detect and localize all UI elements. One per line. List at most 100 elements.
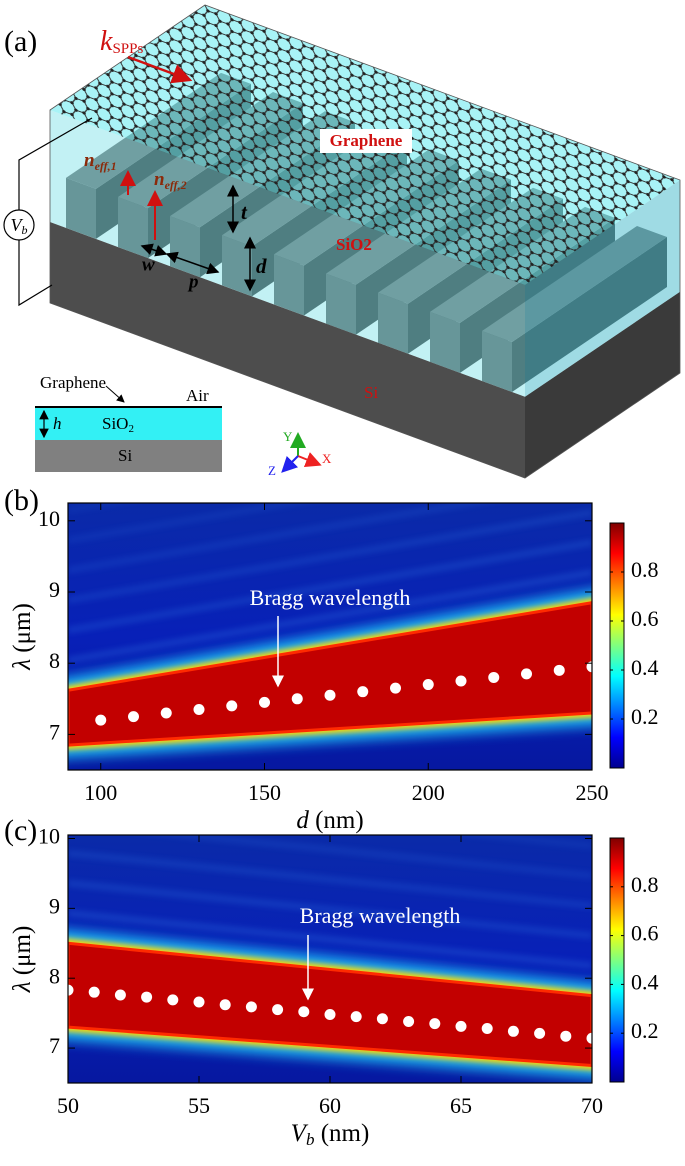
- main: SiO: [102, 414, 128, 433]
- subscript: SPPs: [112, 41, 143, 57]
- tooth-front: [430, 311, 460, 373]
- y-axis-label: λ (μm): [9, 603, 36, 671]
- colorbar-tick-label: 0.2: [631, 1018, 659, 1043]
- symbol: d: [296, 807, 309, 834]
- bragg-point: [350, 1011, 362, 1023]
- colorbar-tick-label: 0.4: [631, 655, 659, 680]
- colorbar-tick-label: 0.2: [631, 704, 659, 729]
- graphene-label: Graphene: [330, 131, 403, 150]
- fringe: [68, 569, 592, 664]
- bragg-point: [357, 686, 369, 698]
- subscript: b: [22, 223, 28, 237]
- fringe: [150, 835, 592, 880]
- bragg-point: [128, 711, 139, 723]
- x-tick-label: 65: [450, 1093, 472, 1118]
- x-tick-label: 60: [319, 1093, 341, 1118]
- bragg-point: [259, 696, 270, 708]
- fringe: [68, 539, 592, 634]
- tooth-front: [66, 177, 96, 239]
- axis-y-label: Y: [283, 429, 293, 444]
- tooth-front: [326, 273, 356, 335]
- neff2-label: neff,2: [154, 169, 187, 191]
- panel-label: (a): [4, 25, 37, 58]
- device-diagram: [49, 4, 681, 479]
- bragg-point: [219, 999, 231, 1011]
- colorbar-tick-label: 0.4: [631, 969, 659, 994]
- annotation: Bragg wavelength: [250, 585, 411, 610]
- bragg-point: [88, 986, 100, 998]
- bragg-point: [586, 1032, 592, 1044]
- tooth-front: [378, 292, 408, 354]
- resonance-band: [68, 941, 592, 1068]
- voltage-label: Vb: [11, 215, 28, 237]
- p-label: p: [187, 271, 199, 292]
- y-tick-label: 7: [49, 719, 60, 744]
- bragg-point: [95, 714, 107, 726]
- fringe: [68, 879, 592, 940]
- bragg-point: [376, 1013, 388, 1025]
- inset-h-label: h: [53, 414, 62, 433]
- y-tick-label: 8: [49, 648, 60, 673]
- y-tick-label: 9: [49, 577, 60, 602]
- bragg-point: [455, 1020, 467, 1032]
- bragg-point: [114, 989, 126, 1001]
- bragg-point: [560, 1030, 572, 1042]
- subscript: eff,1: [95, 159, 117, 173]
- neff1-label: neff,1: [84, 150, 117, 172]
- unit: (μm): [9, 926, 36, 976]
- colorbar-tick-label: 0.8: [631, 872, 659, 897]
- bragg-point: [507, 1025, 519, 1037]
- x-tick-label: 70: [581, 1093, 603, 1118]
- bragg-point: [422, 679, 434, 691]
- fringe: [68, 909, 592, 970]
- bragg-point: [521, 668, 532, 680]
- inset-air-label: Air: [186, 386, 209, 405]
- block-outline: [49, 4, 681, 479]
- bragg-point: [488, 671, 500, 683]
- chart: 50 55 60 65 70 7 8 9 10 Bragg wavelength Vb (nm) λ …: [9, 824, 659, 1149]
- bragg-point: [298, 1006, 310, 1018]
- bragg-point: [167, 994, 179, 1006]
- fringe: [68, 849, 592, 910]
- symbol: k: [100, 26, 113, 57]
- symbol: λ: [9, 981, 36, 993]
- bragg-point: [481, 1023, 493, 1035]
- tooth-front: [482, 330, 512, 393]
- w-label: w: [142, 254, 155, 275]
- axis-z-label: Z: [268, 463, 276, 478]
- t-label: t: [241, 200, 248, 224]
- colorbar: [609, 837, 625, 1083]
- wave-vector-label: kSPPs: [100, 26, 143, 57]
- symbol: λ: [9, 659, 36, 671]
- plot-area: [68, 835, 592, 1083]
- symbol: V: [11, 215, 24, 235]
- symbol: n: [84, 150, 95, 171]
- subscript: b: [306, 1130, 315, 1149]
- inset-substrate: [35, 440, 222, 472]
- plot-area: [68, 503, 592, 770]
- bragg-point: [141, 991, 153, 1003]
- oxide-front: [50, 110, 525, 397]
- x-tick-label: 50: [57, 1093, 79, 1118]
- y-tick-label: 10: [38, 506, 60, 531]
- bragg-point: [534, 1027, 546, 1039]
- inset-substrate-label: Si: [118, 446, 132, 465]
- inset-graphene-label: Graphene: [40, 373, 106, 392]
- bragg-point: [429, 1018, 441, 1030]
- y-tick-label: 9: [49, 893, 60, 918]
- unit: (nm): [321, 1120, 370, 1147]
- bragg-point: [68, 984, 74, 996]
- symbol: V: [291, 1120, 309, 1147]
- bragg-point: [193, 703, 205, 715]
- plot-frame: [67, 502, 593, 771]
- bragg-point: [272, 1004, 284, 1016]
- d-label: d: [256, 254, 267, 278]
- fringe: [68, 503, 313, 544]
- tooth-front: [118, 197, 148, 259]
- bragg-point: [193, 996, 205, 1008]
- bragg-point: [160, 707, 172, 719]
- axis-z: [281, 455, 299, 473]
- inset-oxide-label: SiO2: [102, 414, 134, 435]
- inset-arrow: [105, 385, 125, 403]
